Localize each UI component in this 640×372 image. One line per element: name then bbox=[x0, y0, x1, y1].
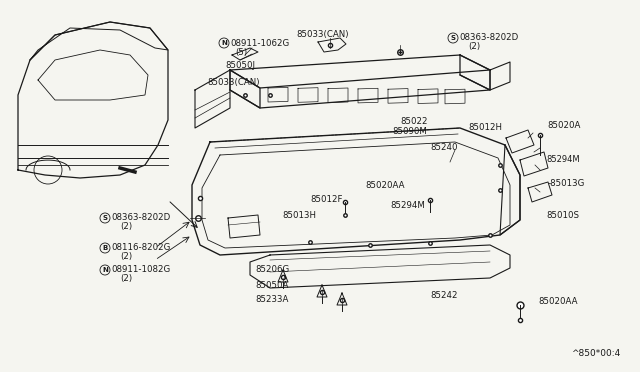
Text: N: N bbox=[102, 267, 108, 273]
Text: (2): (2) bbox=[120, 222, 132, 231]
Text: B: B bbox=[102, 245, 108, 251]
Text: 85013H: 85013H bbox=[282, 211, 316, 219]
Text: S: S bbox=[102, 215, 108, 221]
Text: 08363-8202D: 08363-8202D bbox=[111, 214, 170, 222]
Text: 08363-8202D: 08363-8202D bbox=[459, 33, 518, 42]
Text: 85010S: 85010S bbox=[546, 211, 579, 219]
Text: 08911-1082G: 08911-1082G bbox=[111, 266, 170, 275]
Text: ^850*00:4: ^850*00:4 bbox=[571, 349, 620, 358]
Text: 85020A: 85020A bbox=[547, 121, 580, 129]
Text: 85033(CAN): 85033(CAN) bbox=[297, 29, 349, 38]
Text: 08116-8202G: 08116-8202G bbox=[111, 244, 170, 253]
Text: 85012H: 85012H bbox=[468, 124, 502, 132]
Text: -85013G: -85013G bbox=[548, 180, 586, 189]
Text: N: N bbox=[221, 40, 227, 46]
Text: 85033(CAN): 85033(CAN) bbox=[207, 77, 259, 87]
Text: 85206G: 85206G bbox=[255, 266, 289, 275]
Text: 85050J: 85050J bbox=[225, 61, 255, 71]
Text: (2): (2) bbox=[468, 42, 480, 51]
Text: (2): (2) bbox=[120, 253, 132, 262]
Text: 85294M: 85294M bbox=[390, 202, 425, 211]
Text: 85020AA: 85020AA bbox=[538, 298, 577, 307]
Text: 08911-1062G: 08911-1062G bbox=[230, 38, 289, 48]
Text: 85240: 85240 bbox=[430, 144, 458, 153]
Text: 85294M: 85294M bbox=[546, 155, 580, 164]
Text: (2): (2) bbox=[120, 275, 132, 283]
Text: 85242: 85242 bbox=[430, 291, 458, 299]
Text: 85090M: 85090M bbox=[392, 128, 427, 137]
Text: (5): (5) bbox=[235, 48, 247, 57]
Text: S: S bbox=[451, 35, 456, 41]
Text: 85050A: 85050A bbox=[255, 280, 289, 289]
Text: 85012F: 85012F bbox=[310, 196, 342, 205]
Text: 85020AA: 85020AA bbox=[365, 180, 404, 189]
Text: 85233A: 85233A bbox=[255, 295, 289, 305]
Text: 85022: 85022 bbox=[400, 118, 428, 126]
